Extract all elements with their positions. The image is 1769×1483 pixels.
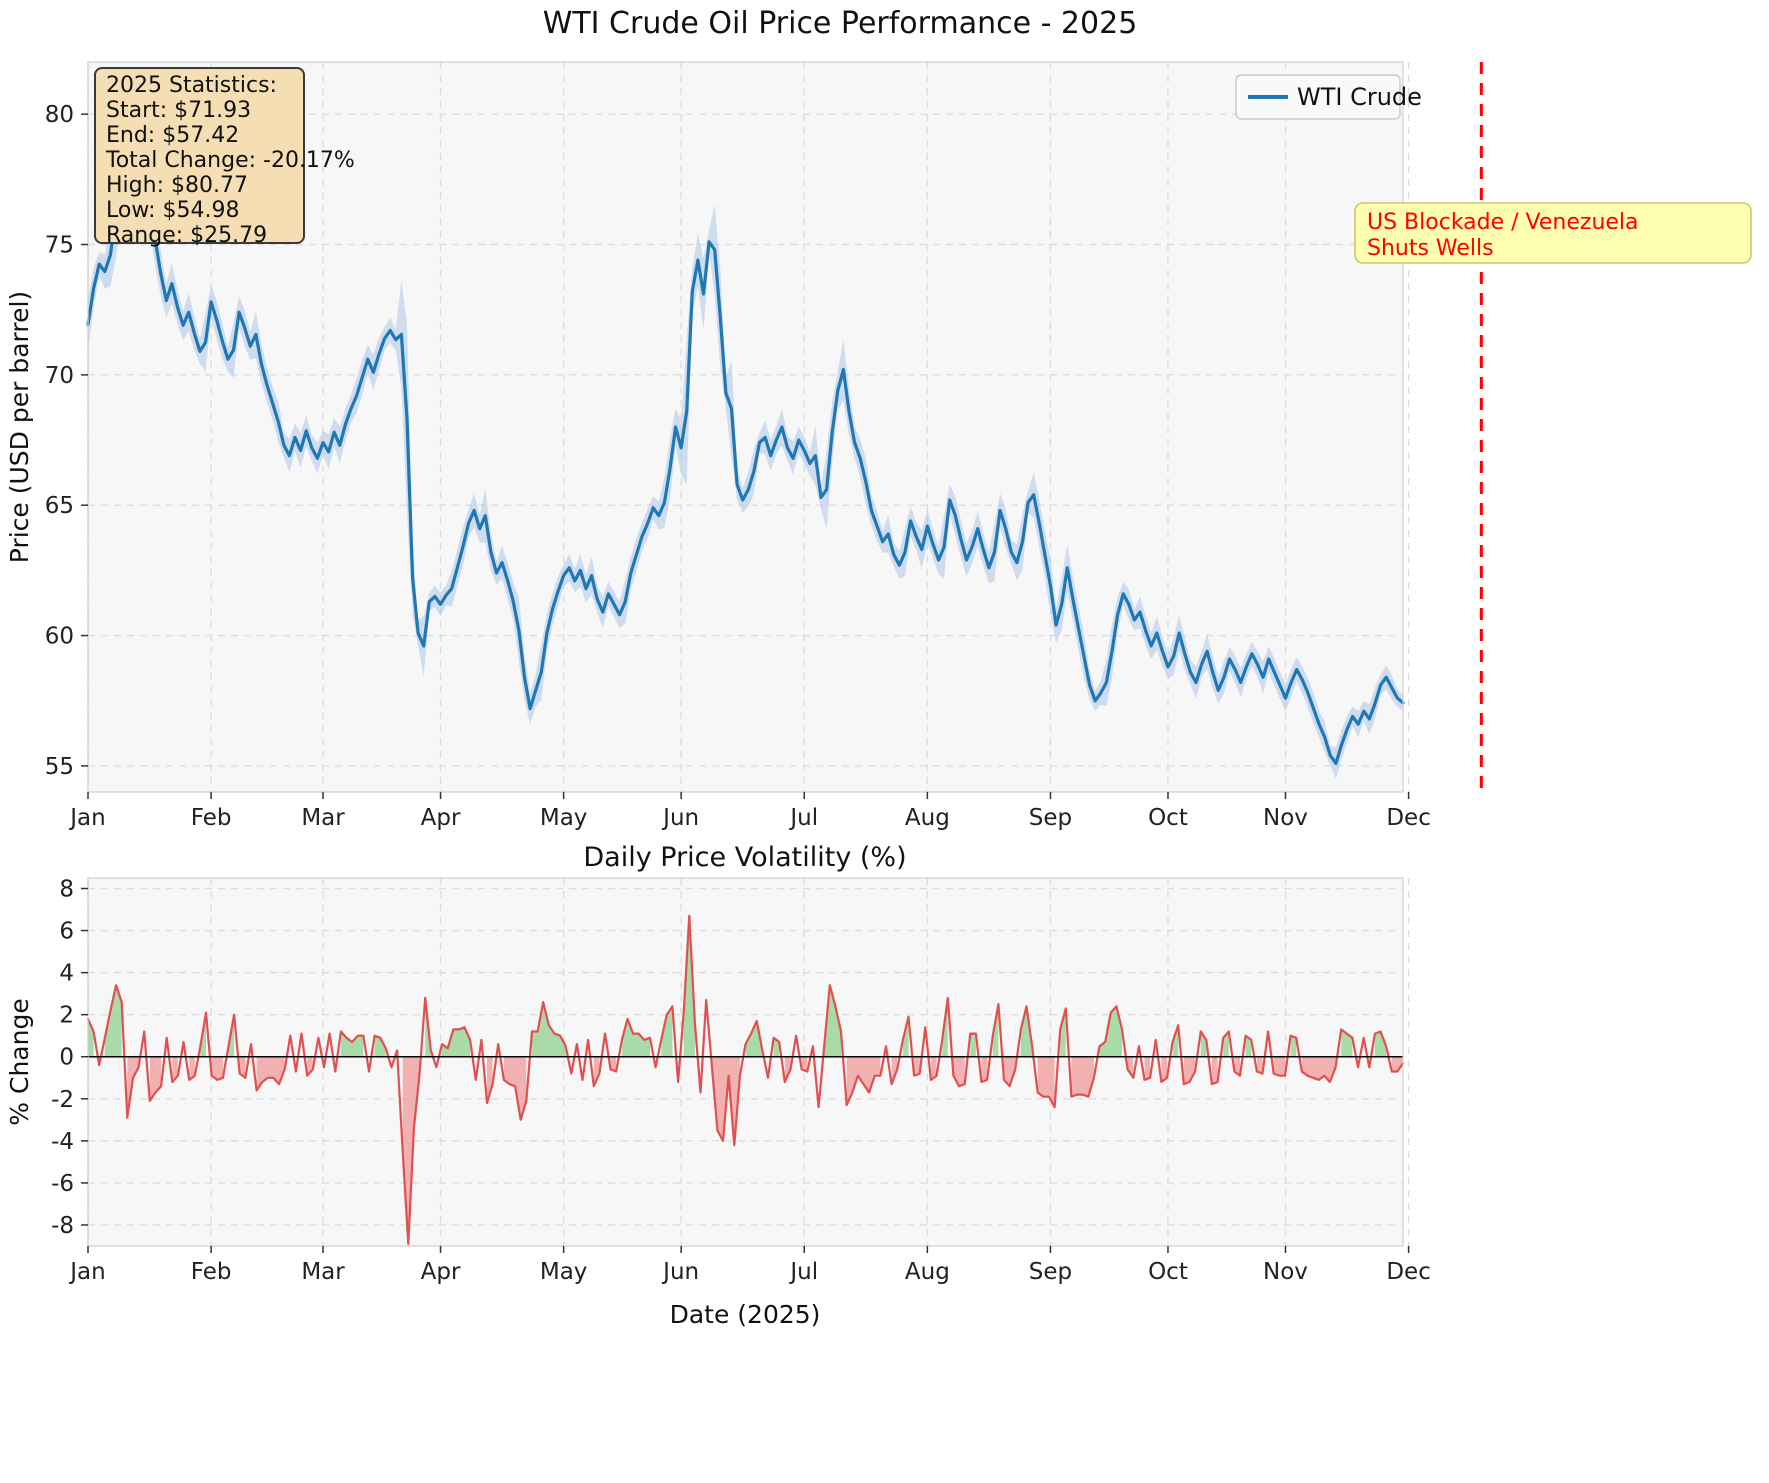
wti-crude-price-line <box>86 128 1405 765</box>
volatility-y-axis-label: % Change <box>5 998 34 1125</box>
svg-text:Jan: Jan <box>68 805 105 831</box>
page-title: WTI Crude Oil Price Performance - 2025 <box>543 6 1138 41</box>
svg-text:4: 4 <box>59 961 74 987</box>
svg-text:8: 8 <box>59 877 74 903</box>
statistics-line-low: Low: $54.98 <box>106 198 240 223</box>
price-y-axis-ticks: 55 60 65 70 75 80 <box>45 102 88 780</box>
statistics-title: 2025 Statistics: <box>106 73 277 98</box>
svg-text:Feb: Feb <box>191 1259 232 1285</box>
svg-text:Nov: Nov <box>1263 1259 1308 1285</box>
svg-text:Dec: Dec <box>1386 1259 1431 1285</box>
svg-text:Oct: Oct <box>1148 805 1188 831</box>
event-annotation: US Blockade / Venezuela Shuts Wells <box>1354 202 1752 264</box>
svg-text:70: 70 <box>45 363 74 389</box>
statistics-box: 2025 Statistics: Start: $71.93 End: $57.… <box>94 67 355 248</box>
svg-text:Aug: Aug <box>905 805 950 831</box>
svg-text:-4: -4 <box>51 1129 74 1155</box>
price-y-axis-label: Price (USD per barrel) <box>5 291 34 563</box>
svg-text:-2: -2 <box>51 1087 74 1113</box>
svg-text:Jul: Jul <box>788 1259 818 1285</box>
svg-text:Nov: Nov <box>1263 805 1308 831</box>
legend-box <box>1235 74 1401 120</box>
svg-text:6: 6 <box>59 919 74 945</box>
event-annotation-line1: US Blockade / Venezuela <box>1367 210 1639 235</box>
statistics-line-high: High: $80.77 <box>106 173 248 198</box>
svg-text:May: May <box>540 805 588 831</box>
svg-text:2: 2 <box>59 1003 74 1029</box>
statistics-line-end: End: $57.42 <box>106 123 239 148</box>
volatility-x-axis-ticks: Jan Feb Mar Apr May Jun Jul Aug Sep Oct Nov Dec <box>68 1246 1431 1285</box>
svg-text:Jul: Jul <box>788 805 818 831</box>
svg-text:55: 55 <box>45 754 74 780</box>
svg-text:Jan: Jan <box>68 1259 105 1285</box>
svg-text:65: 65 <box>45 493 74 519</box>
svg-text:Jun: Jun <box>661 805 699 831</box>
svg-text:-8: -8 <box>51 1213 74 1239</box>
svg-text:Mar: Mar <box>301 805 345 831</box>
volatility-chart-panel: Daily Price Volatility (%) -8 -6 -4 -2 0 2 4 6 8… <box>5 842 1431 1329</box>
volatility-x-axis-label: Date (2025) <box>670 1300 821 1329</box>
event-annotation-background <box>1354 202 1752 264</box>
volatility-line <box>86 914 1405 1245</box>
svg-text:Sep: Sep <box>1029 1259 1072 1285</box>
volatility-y-axis-ticks: -8 -6 -4 -2 0 2 4 6 8 <box>51 877 88 1239</box>
price-plot-border <box>87 61 1404 793</box>
svg-text:Dec: Dec <box>1386 805 1431 831</box>
statistics-box-background <box>94 67 305 244</box>
svg-text:Oct: Oct <box>1148 1259 1188 1285</box>
statistics-line-start: Start: $71.93 <box>106 98 251 123</box>
svg-text:80: 80 <box>45 102 74 128</box>
price-x-axis-ticks: Jan Feb Mar Apr May Jun Jul Aug Sep Oct Nov Dec <box>68 792 1431 831</box>
svg-text:Feb: Feb <box>191 805 232 831</box>
statistics-line-total-change: Total Change: -20.17% <box>105 148 355 173</box>
svg-text:May: May <box>540 1259 588 1285</box>
svg-text:-6: -6 <box>51 1171 74 1197</box>
price-chart-panel: 55 60 65 70 75 80 Jan Feb Mar Apr May Jun Jul Aug Sep… <box>5 61 1483 831</box>
svg-text:75: 75 <box>45 233 74 259</box>
svg-text:0: 0 <box>59 1045 74 1071</box>
chart-legend[interactable]: WTI Crude <box>1235 74 1422 120</box>
volatility-plot-border <box>87 877 1404 1247</box>
svg-text:Jun: Jun <box>661 1259 699 1285</box>
statistics-line-range: Range: $25.79 <box>106 223 267 248</box>
svg-text:Aug: Aug <box>905 1259 950 1285</box>
svg-text:Sep: Sep <box>1029 805 1072 831</box>
svg-text:Mar: Mar <box>301 1259 345 1285</box>
svg-text:Apr: Apr <box>421 1259 461 1285</box>
legend-label-wti-crude: WTI Crude <box>1297 83 1422 111</box>
svg-text:Apr: Apr <box>421 805 461 831</box>
volatility-panel-title: Daily Price Volatility (%) <box>583 842 906 873</box>
svg-text:60: 60 <box>45 624 74 650</box>
event-annotation-line2: Shuts Wells <box>1367 236 1494 261</box>
